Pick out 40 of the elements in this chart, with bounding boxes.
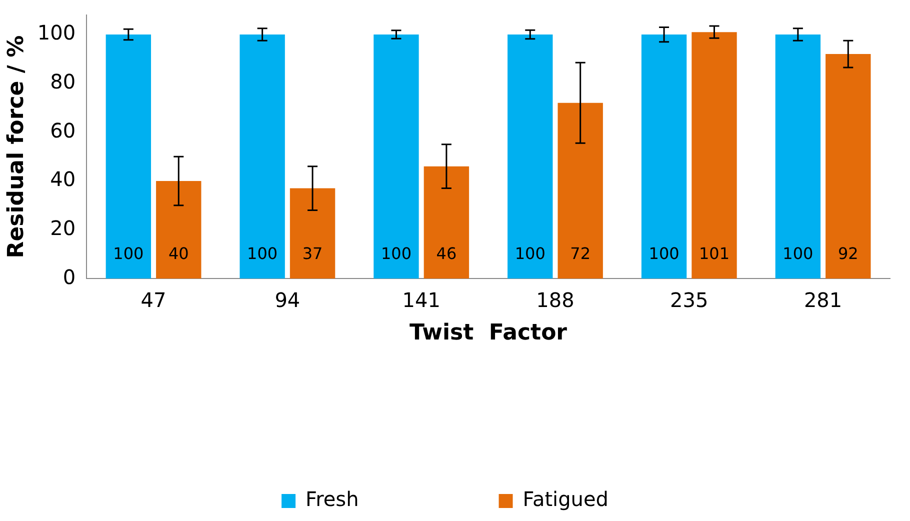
- y-tick-label: 60: [50, 118, 76, 142]
- bar: [558, 102, 603, 279]
- x-axis-title: Twist Factor: [410, 320, 568, 346]
- bar: [290, 188, 336, 279]
- bar: [374, 34, 419, 279]
- data-label: 100: [380, 244, 412, 263]
- bar: [826, 54, 871, 279]
- bar: [156, 180, 202, 279]
- data-label: 100: [113, 244, 144, 263]
- data-label: 37: [302, 244, 323, 263]
- x-tick-label: 94: [274, 288, 300, 312]
- data-label: 100: [247, 244, 278, 263]
- y-tick-label: 20: [50, 216, 76, 240]
- data-label: 40: [168, 244, 189, 263]
- legend-label: Fresh: [306, 487, 359, 512]
- bar: [508, 34, 553, 279]
- y-tick-label: 80: [50, 70, 76, 94]
- y-axis-title: Residual force / %: [4, 35, 29, 258]
- x-tick-label: 188: [536, 288, 574, 312]
- y-tick-label: 0: [62, 264, 76, 289]
- bar: [775, 34, 821, 279]
- data-label: 92: [838, 244, 858, 263]
- data-label: 46: [436, 244, 457, 263]
- data-label: 72: [570, 244, 591, 263]
- bar: [424, 166, 470, 279]
- bar: [641, 34, 687, 279]
- bar: [106, 34, 152, 279]
- x-tick-label: 281: [804, 288, 842, 312]
- data-label: 100: [648, 244, 680, 263]
- data-label: 100: [782, 244, 814, 263]
- x-tick-label: 141: [402, 288, 440, 312]
- y-tick-label: 100: [37, 20, 76, 45]
- bar: [240, 34, 285, 279]
- x-tick-label: 47: [140, 288, 166, 312]
- data-label: 101: [698, 244, 730, 263]
- bar: [692, 32, 737, 279]
- data-label: 100: [514, 244, 546, 263]
- legend-label: Fatigued: [522, 487, 608, 512]
- y-tick-label: 40: [50, 167, 76, 192]
- x-tick-label: 235: [670, 288, 708, 312]
